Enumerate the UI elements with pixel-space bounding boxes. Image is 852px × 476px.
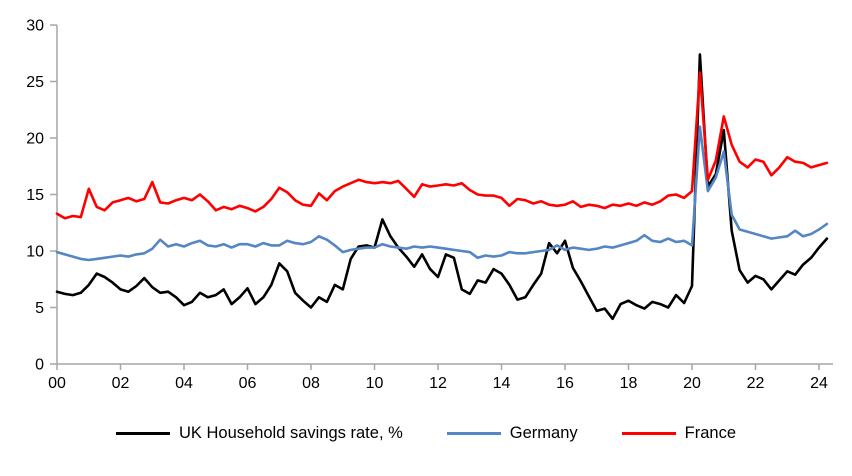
- x-tick-label: 12: [429, 375, 447, 392]
- x-tick-label: 22: [747, 375, 765, 392]
- x-tick-label: 16: [556, 375, 574, 392]
- x-tick-label: 20: [683, 375, 701, 392]
- x-tick-label: 14: [493, 375, 511, 392]
- x-tick-label: 04: [175, 375, 193, 392]
- x-tick-label: 18: [620, 375, 638, 392]
- x-tick-label: 24: [810, 375, 828, 392]
- legend-item-germany: Germany: [446, 424, 578, 443]
- uk-line-swatch: [116, 432, 170, 435]
- y-tick-label: 0: [35, 357, 44, 374]
- x-tick-label: 02: [112, 375, 130, 392]
- x-tick-label: 00: [48, 375, 66, 392]
- x-tick-label: 06: [239, 375, 257, 392]
- france-line-swatch: [621, 432, 676, 435]
- chart-plot-area: 0 5 10 15 20 25 30 00 02 04 06 08 10 12 14 16 18 20 22 24: [26, 18, 833, 392]
- y-tick-label: 20: [26, 131, 44, 148]
- france-line: [55, 71, 829, 220]
- germany-line-swatch: [446, 432, 501, 435]
- y-tick-label: 25: [26, 74, 44, 91]
- legend-item-uk: UK Household savings rate, %: [116, 424, 403, 443]
- x-tick-label: 08: [302, 375, 320, 392]
- x-tick-label: 10: [366, 375, 384, 392]
- uk-legend-label: UK Household savings rate, %: [179, 424, 403, 442]
- chart-legend: UK Household savings rate, % Germany Fra…: [0, 424, 852, 443]
- france-legend-label: France: [684, 424, 736, 442]
- germany-legend-label: Germany: [509, 424, 578, 442]
- y-tick-label: 30: [26, 18, 44, 35]
- savings-line-chart: 0 5 10 15 20 25 30 00 02 04 06 08 10 12 14 16 18 20 22 24: [26, 18, 833, 392]
- legend-item-france: France: [621, 424, 736, 443]
- y-tick-label: 10: [26, 244, 44, 261]
- germany-line: [55, 125, 829, 262]
- y-tick-label: 15: [26, 187, 44, 204]
- y-tick-label: 5: [35, 300, 44, 317]
